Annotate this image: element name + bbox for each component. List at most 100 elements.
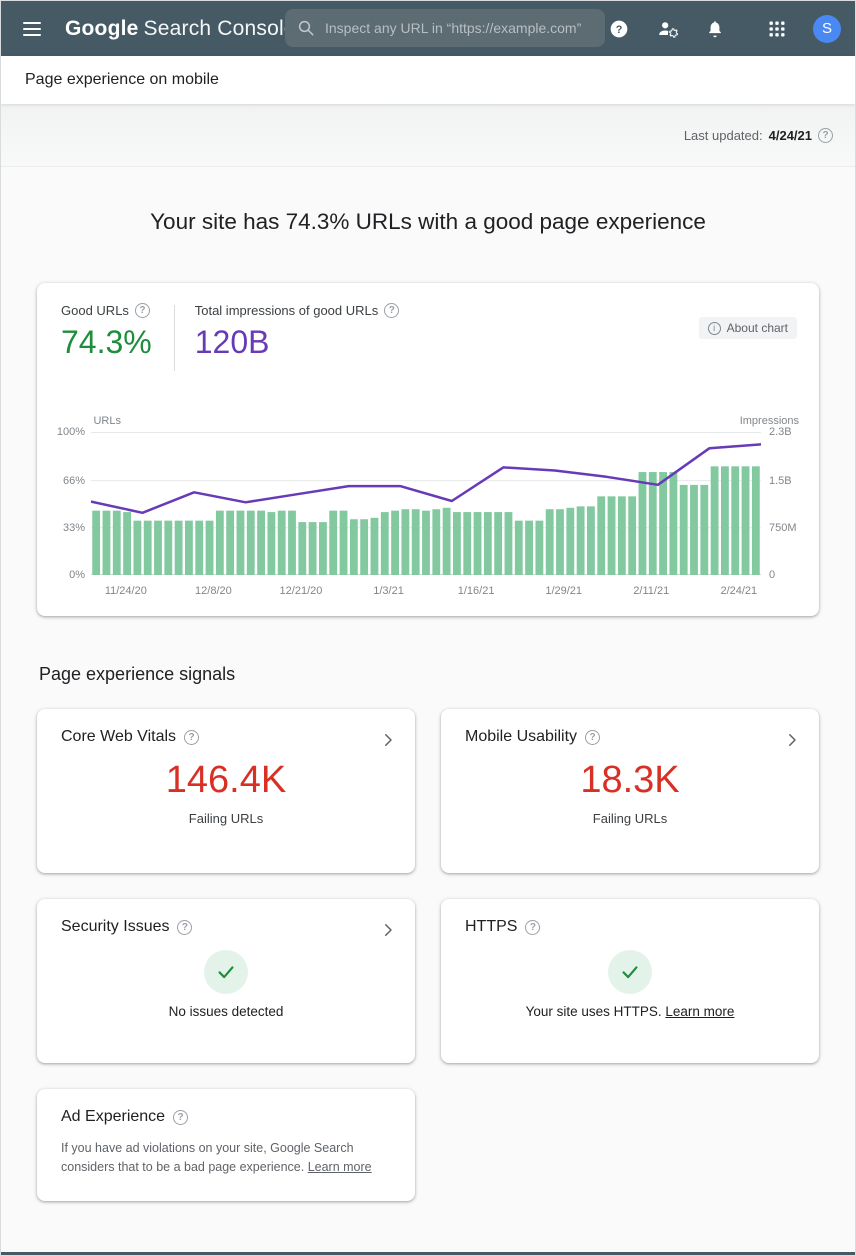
good-urls-bar[interactable] (123, 512, 131, 575)
good-urls-bar[interactable] (257, 510, 265, 575)
good-urls-bar[interactable] (648, 472, 657, 575)
good-urls-bar[interactable] (102, 510, 111, 575)
good-urls-bar[interactable] (432, 509, 441, 575)
good-urls-bar[interactable] (731, 466, 740, 575)
good-urls-bar[interactable] (690, 484, 698, 575)
good-urls-bar[interactable] (483, 512, 492, 575)
good-urls-bar[interactable] (288, 510, 296, 575)
good-urls-bar[interactable] (164, 520, 173, 575)
core-web-vitals-value: 146.4K (165, 759, 287, 801)
good-urls-bar[interactable] (721, 466, 729, 575)
good-urls-bar[interactable] (298, 522, 307, 575)
security-issues-card[interactable]: Security Issues ? No issues detected (37, 899, 415, 1063)
good-urls-bar[interactable] (267, 512, 276, 575)
good-urls-bar[interactable] (617, 496, 626, 575)
good-urls-bar[interactable] (504, 512, 513, 575)
chevron-right-icon[interactable] (379, 921, 397, 939)
menu-icon[interactable] (23, 17, 47, 41)
ad-experience-help-icon[interactable]: ? (173, 1109, 189, 1125)
core-web-vitals-title: Core Web Vitals (61, 728, 177, 745)
good-urls-bar[interactable] (453, 512, 461, 575)
last-updated-help-icon[interactable]: ? (818, 127, 833, 143)
good-urls-bar[interactable] (319, 522, 327, 575)
chart[interactable]: URLs Impressions 100% 66% 33% 0% 2.3B 1.5B 75… (57, 415, 799, 607)
user-settings-icon[interactable] (655, 17, 679, 41)
good-urls-bar[interactable] (185, 520, 193, 575)
good-urls-bar[interactable] (545, 509, 554, 575)
good-urls-bar[interactable] (236, 510, 245, 575)
security-issues-help-icon[interactable]: ? (177, 919, 193, 935)
info-icon: i (707, 321, 721, 335)
good-urls-bar[interactable] (628, 496, 637, 575)
good-urls-bar[interactable] (339, 510, 348, 575)
good-urls-bar[interactable] (380, 512, 389, 575)
mobile-usability-card[interactable]: Mobile Usability ? 18.3K Failing URLs (441, 709, 819, 873)
good-urls-bar[interactable] (514, 520, 523, 575)
good-urls-bar[interactable] (143, 520, 152, 575)
chevron-right-icon[interactable] (783, 731, 801, 749)
good-urls-bar[interactable] (329, 510, 338, 575)
good-urls-bar[interactable] (205, 520, 214, 575)
good-urls-bar[interactable] (246, 510, 255, 575)
good-urls-bar[interactable] (174, 520, 183, 575)
good-urls-bar[interactable] (401, 509, 410, 575)
good-urls-bar[interactable] (463, 512, 472, 575)
good-urls-bar[interactable] (710, 466, 719, 575)
good-urls-bar[interactable] (277, 510, 286, 575)
chevron-right-icon[interactable] (379, 731, 397, 749)
good-urls-bar[interactable] (473, 512, 482, 575)
ad-experience-title: Ad Experience (61, 1108, 166, 1125)
good-urls-bar[interactable] (215, 510, 224, 575)
good-urls-bar[interactable] (607, 496, 616, 575)
good-urls-bar[interactable] (391, 510, 399, 575)
good-urls-bar[interactable] (349, 519, 358, 575)
good-urls-bar[interactable] (411, 509, 420, 575)
good-urls-bar[interactable] (597, 496, 606, 575)
good-urls-bar[interactable] (92, 510, 101, 575)
good-urls-bar[interactable] (442, 507, 451, 575)
good-urls-bar[interactable] (700, 484, 709, 575)
about-chart-button[interactable]: i About chart (698, 317, 797, 339)
core-web-vitals-card[interactable]: Core Web Vitals ? 146.4K Failing URLs (37, 709, 415, 873)
svg-text:?: ? (616, 23, 623, 35)
help-icon[interactable]: ? (607, 17, 631, 41)
url-inspect-searchbox[interactable] (285, 9, 605, 47)
core-web-vitals-help-icon[interactable]: ? (184, 729, 200, 745)
good-urls-bar[interactable] (308, 522, 317, 575)
good-urls-bar[interactable] (226, 510, 235, 575)
mobile-usability-help-icon[interactable]: ? (585, 729, 601, 745)
good-urls-bar[interactable] (566, 507, 575, 575)
good-urls-bar[interactable] (195, 520, 204, 575)
good-urls-bar[interactable] (751, 466, 760, 575)
good-urls-bar[interactable] (679, 484, 688, 575)
ad-experience-learn-more-link[interactable]: Learn more (307, 1160, 372, 1175)
notifications-bell-icon[interactable] (703, 17, 727, 41)
good-urls-bar[interactable] (494, 512, 503, 575)
good-urls-bar[interactable] (112, 510, 121, 575)
app-logo[interactable]: Google Search Console (65, 17, 296, 41)
good-urls-bar[interactable] (659, 472, 667, 575)
good-urls-bar[interactable] (556, 509, 564, 575)
https-help-icon[interactable]: ? (525, 919, 541, 935)
good-urls-bar[interactable] (133, 520, 142, 575)
good-urls-bar[interactable] (525, 520, 533, 575)
apps-grid-icon[interactable] (765, 17, 789, 41)
avatar[interactable]: S (813, 14, 841, 43)
good-urls-bar[interactable] (576, 506, 585, 575)
search-input[interactable] (325, 20, 593, 36)
good-urls-help-icon[interactable]: ? (134, 303, 150, 318)
good-urls-bar[interactable] (638, 472, 647, 575)
good-urls-bar[interactable] (535, 520, 544, 575)
https-learn-more-link[interactable]: Learn more (665, 1004, 735, 1019)
good-urls-bar[interactable] (669, 472, 678, 575)
impressions-line[interactable] (91, 443, 761, 515)
good-urls-bar[interactable] (154, 520, 162, 575)
good-urls-bar[interactable] (370, 517, 379, 575)
good-urls-bar[interactable] (360, 519, 369, 575)
impressions-help-icon[interactable]: ? (384, 303, 400, 318)
success-check-icon (204, 950, 248, 994)
good-urls-bar[interactable] (587, 506, 595, 575)
good-urls-bar[interactable] (422, 510, 430, 575)
chart-plot-area[interactable] (91, 432, 761, 575)
good-urls-bar[interactable] (741, 466, 750, 575)
